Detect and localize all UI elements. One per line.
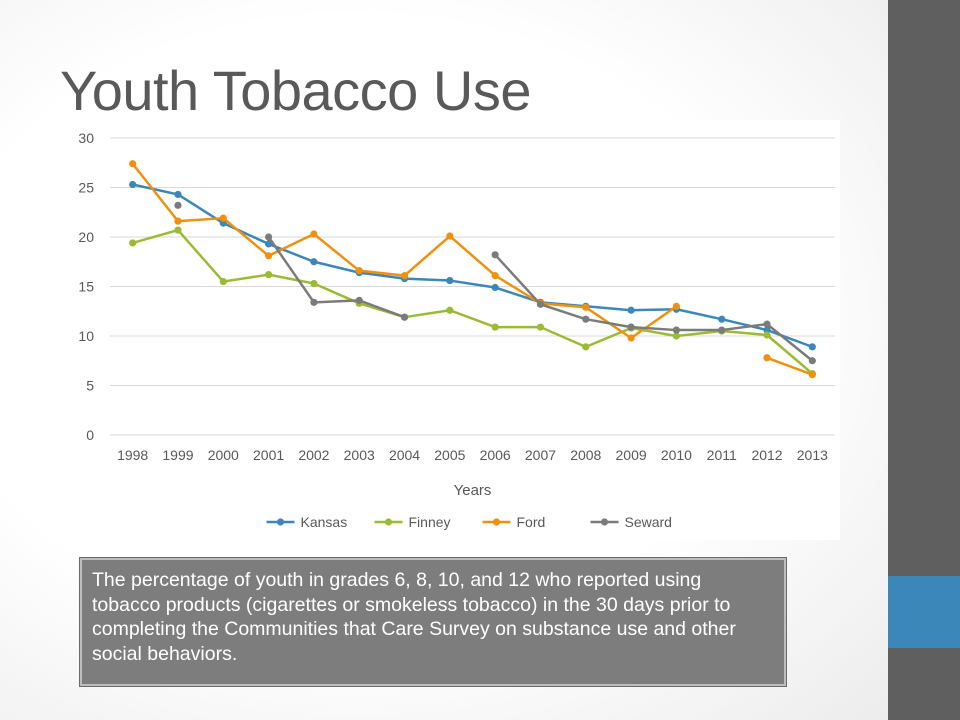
x-tick-label: 2012 — [751, 447, 782, 463]
series-line-ford — [131, 162, 678, 340]
data-point-seward — [627, 323, 635, 331]
series-line-kansas — [132, 183, 813, 349]
y-tick-label: 5 — [86, 378, 94, 394]
legend-swatch-marker — [600, 518, 609, 526]
legend-entry-kansas: Kansas — [301, 514, 348, 530]
data-point-finney — [491, 323, 499, 331]
data-point-finney — [582, 343, 590, 351]
series-line-seward — [267, 236, 405, 319]
legend-swatch-marker — [276, 518, 285, 526]
data-point-kansas — [219, 219, 227, 227]
x-tick-label: 1999 — [162, 447, 193, 463]
data-point-kansas — [264, 240, 273, 248]
data-point-seward — [808, 357, 816, 365]
data-point-finney — [129, 239, 137, 247]
data-point-ford — [310, 230, 318, 238]
x-tick-label: 2002 — [298, 447, 329, 463]
data-point-kansas — [763, 326, 771, 334]
data-point-kansas — [446, 276, 454, 285]
data-point-kansas — [491, 283, 499, 292]
data-point-kansas — [808, 343, 816, 351]
data-point-kansas — [627, 306, 635, 314]
data-point-ford — [491, 272, 499, 280]
data-point-seward — [400, 313, 409, 321]
x-tick-label: 2010 — [661, 447, 692, 463]
data-point-seward — [582, 315, 590, 323]
data-point-finney — [536, 323, 545, 331]
data-point-finney — [219, 277, 227, 286]
data-point-seward — [310, 298, 318, 306]
data-point-seward — [355, 296, 363, 304]
data-point-ford — [808, 371, 816, 379]
data-point-seward — [718, 326, 726, 334]
data-point-ford — [129, 160, 137, 168]
data-point-seward — [536, 300, 545, 308]
series-line-ford — [766, 356, 813, 376]
x-axis-title: Years — [454, 482, 492, 499]
legend-swatch-marker — [384, 518, 393, 526]
data-point-ford — [264, 252, 273, 260]
data-point-kansas — [310, 258, 318, 266]
data-point-finney — [310, 279, 318, 288]
x-tick-label: 2004 — [389, 447, 420, 463]
data-point-seward — [763, 320, 771, 328]
legend-entry-ford: Ford — [517, 514, 546, 530]
data-point-ford — [174, 217, 182, 225]
y-tick-label: 10 — [78, 328, 94, 344]
caption-box: The percentage of youth in grades 6, 8, … — [80, 558, 786, 686]
data-point-kansas — [174, 190, 182, 199]
x-tick-label: 2001 — [253, 447, 284, 463]
chart-area: 0 5 10 15 20 25 30 1998 1999 2000 2001 2002 2003 2004… — [60, 120, 840, 540]
line-chart: 0 5 10 15 20 25 30 1998 1999 2000 2001 2002 2003 2004… — [78, 130, 835, 530]
y-tick-label: 15 — [78, 279, 94, 295]
data-point-ford — [400, 272, 409, 280]
series-line-seward — [494, 253, 814, 362]
data-point-kansas — [129, 180, 137, 189]
data-point-ford — [355, 267, 363, 275]
data-point-seward — [264, 233, 273, 241]
x-tick-label: 2013 — [797, 447, 828, 463]
x-tick-label: 2008 — [570, 447, 601, 463]
data-point-ford — [219, 214, 227, 222]
data-point-finney — [264, 271, 273, 279]
y-tick-label: 0 — [86, 427, 94, 443]
data-point-seward — [174, 201, 182, 209]
data-point-ford — [672, 302, 681, 310]
sidebar-accent-block — [888, 576, 960, 648]
y-tick-label: 20 — [78, 229, 94, 245]
slide-title: Youth Tobacco Use — [60, 59, 531, 122]
x-tick-label: 2000 — [208, 447, 239, 463]
data-point-ford — [446, 232, 454, 240]
data-point-ford — [763, 354, 771, 362]
x-tick-label: 2009 — [616, 447, 647, 463]
data-point-seward — [491, 251, 499, 259]
x-tick-label: 2003 — [344, 447, 375, 463]
series-line-finney — [132, 228, 814, 375]
data-point-ford — [582, 303, 590, 311]
legend-swatch-marker — [492, 518, 501, 526]
y-tick-label: 30 — [78, 130, 94, 146]
data-point-finney — [446, 306, 454, 314]
x-tick-label: 2006 — [480, 447, 511, 463]
data-point-ford — [627, 334, 635, 342]
data-point-finney — [672, 332, 681, 340]
x-tick-label: 2011 — [707, 447, 737, 463]
y-tick-label: 25 — [78, 180, 94, 196]
x-tick-label: 1998 — [117, 447, 148, 463]
x-tick-label: 2005 — [434, 447, 465, 463]
legend-entry-finney: Finney — [409, 514, 451, 530]
legend-entry-seward: Seward — [625, 514, 672, 530]
data-point-finney — [763, 331, 771, 339]
data-point-seward — [672, 326, 681, 334]
x-tick-label: 2007 — [525, 447, 556, 463]
data-point-finney — [174, 226, 182, 234]
data-point-kansas — [718, 315, 726, 323]
